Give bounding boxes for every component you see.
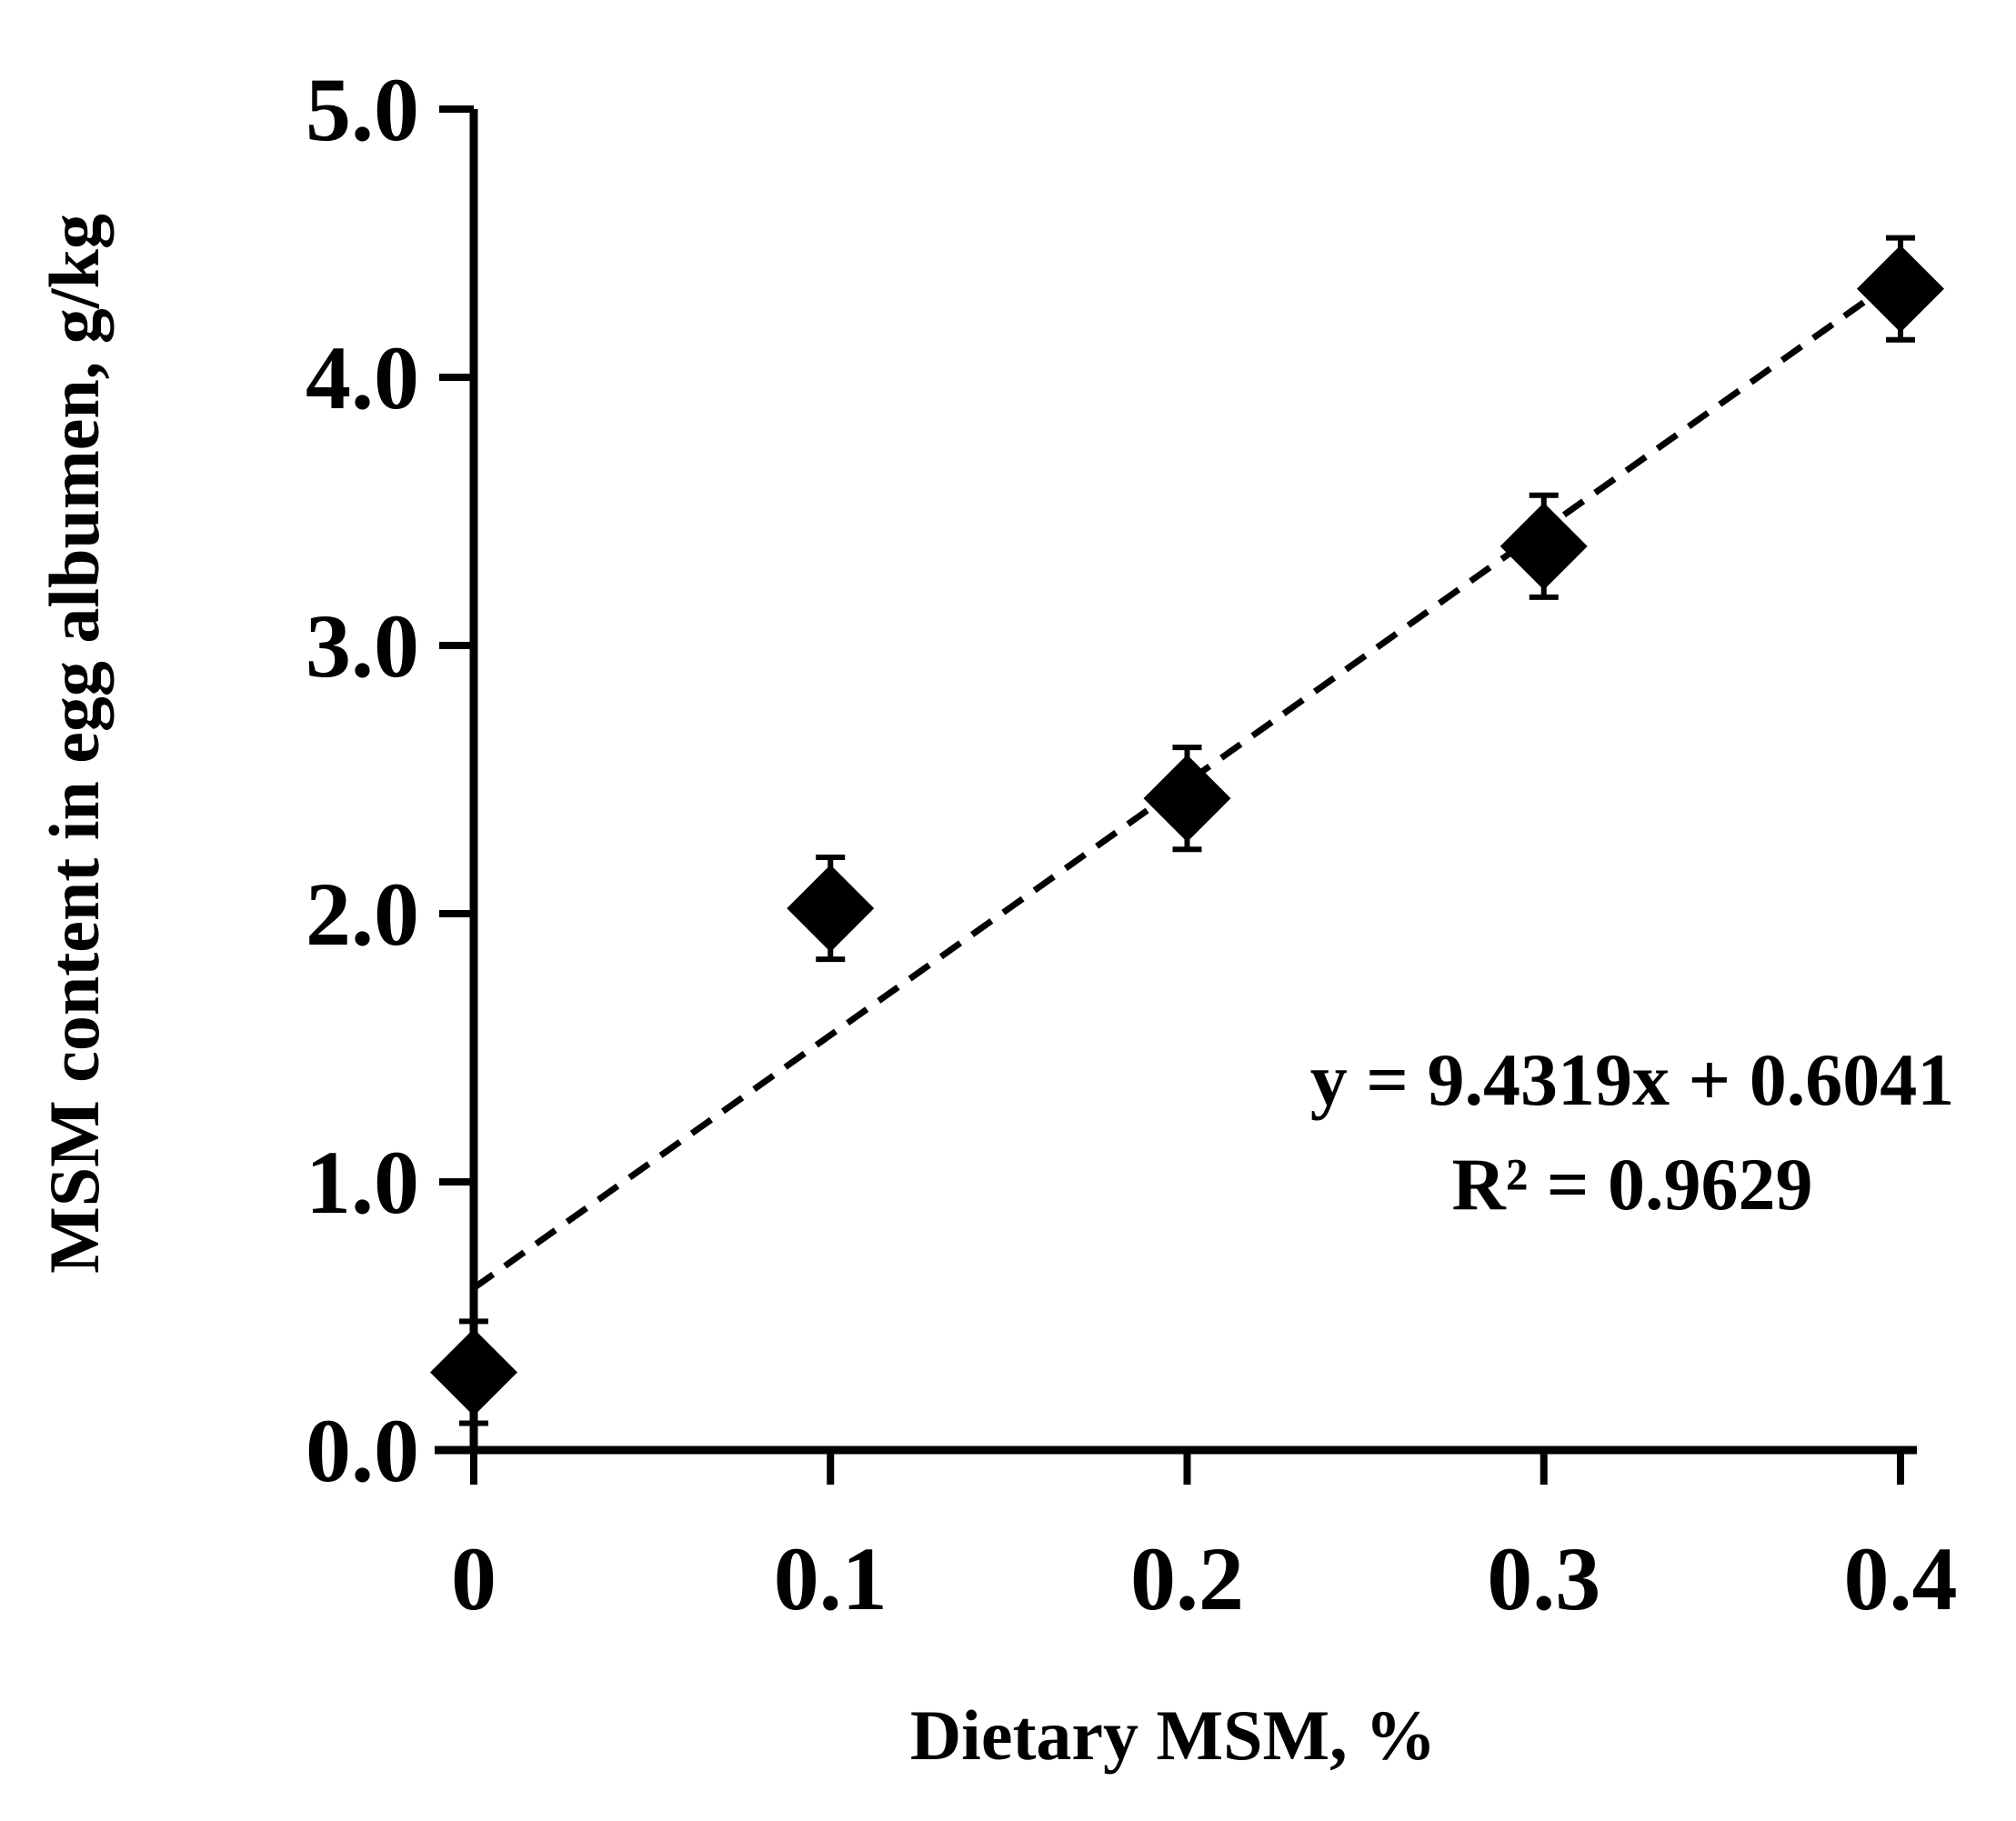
data-point-diamond: [1143, 755, 1231, 843]
y-tick-label: 2.0: [306, 864, 419, 965]
x-tick-label: 0: [451, 1528, 496, 1629]
data-point-diamond: [787, 865, 875, 953]
trendline-layer: [471, 273, 1903, 1291]
tick-labels: 0.0 1.0 2.0 3.0 4.0 5.0 0 0.1 0.2 0.3 0.4: [306, 59, 1958, 1629]
trendline-equation: y = 9.4319x + 0.6041: [1310, 1038, 1954, 1121]
tick-marks: [439, 105, 1904, 1485]
y-tick-label: 4.0: [306, 327, 419, 428]
y-tick-label: 0.0: [306, 1400, 419, 1501]
y-tick-label: 3.0: [306, 595, 419, 696]
axes: [435, 109, 1917, 1455]
trendline: [471, 273, 1903, 1291]
y-axis-title: MSM content in egg albumen, g/kg: [35, 214, 114, 1274]
x-tick-label: 0.3: [1487, 1528, 1600, 1629]
data-point-diamond: [1857, 245, 1944, 333]
x-tick-label: 0.2: [1130, 1528, 1244, 1629]
y-tick-label: 5.0: [306, 59, 419, 160]
r-squared-label: R² = 0.9629: [1451, 1143, 1812, 1226]
data-point-diamond: [430, 1328, 517, 1416]
x-tick-label: 0.1: [774, 1528, 888, 1629]
x-axis-title: Dietary MSM, %: [910, 1696, 1436, 1775]
data-point-diamond: [1499, 502, 1588, 590]
x-tick-label: 0.4: [1844, 1528, 1958, 1629]
y-tick-label: 1.0: [306, 1132, 419, 1233]
data-points: [430, 245, 1944, 1416]
